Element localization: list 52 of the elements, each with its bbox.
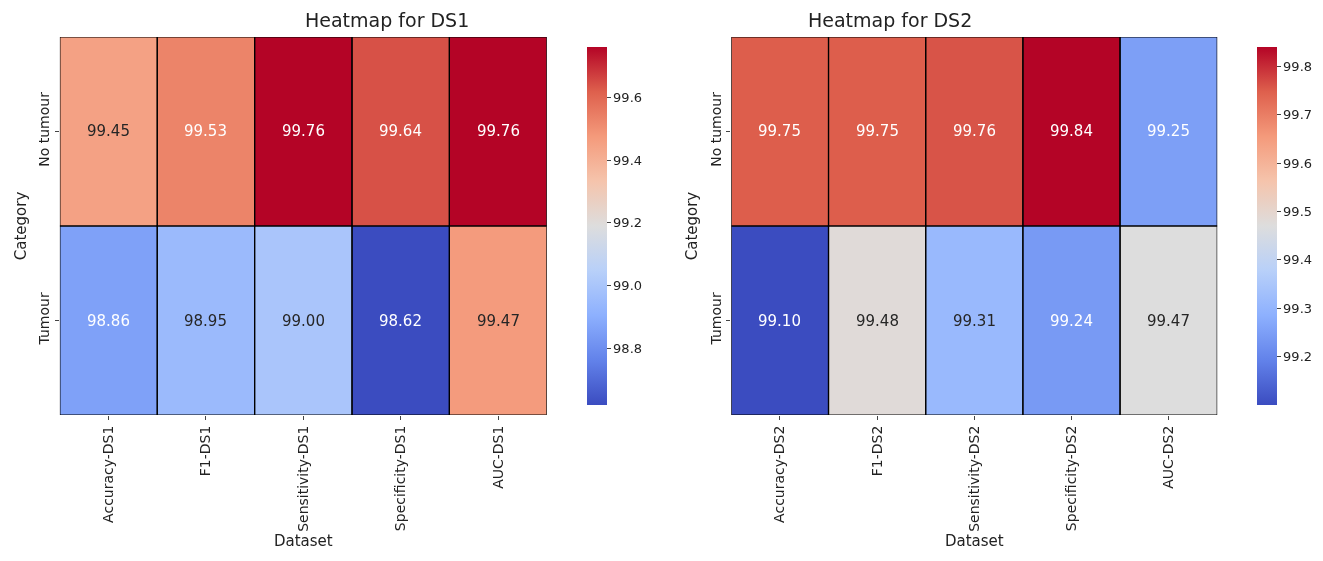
- x-tick-label: AUC-DS1: [489, 425, 506, 489]
- y-tick-label: Tumour: [36, 292, 53, 346]
- color-bar-label: 99.4: [613, 152, 643, 168]
- chart-title: Heatmap for DS2: [808, 9, 973, 31]
- data-label: 99.45: [87, 122, 130, 140]
- data-label: 99.47: [477, 312, 520, 330]
- color-bar-label: 99.2: [613, 215, 643, 231]
- x-axis-title: Dataset: [273, 531, 333, 550]
- data-label: 98.95: [184, 312, 227, 330]
- color-bar-label: 99.8: [1283, 58, 1313, 74]
- data-label: 99.47: [1147, 312, 1190, 330]
- color-bar-label: 99.2: [1283, 349, 1313, 365]
- x-tick-label: Sensitivity-DS1: [294, 425, 311, 532]
- data-label: 99.64: [379, 122, 422, 140]
- y-tick-label: No tumour: [36, 91, 53, 167]
- y-axis-title: Category: [11, 191, 30, 261]
- x-tick-label: AUC-DS2: [1160, 425, 1177, 489]
- x-axis-title: Dataset: [944, 531, 1004, 550]
- color-bar-label: 99.0: [613, 278, 643, 294]
- y-tick-label: No tumour: [707, 91, 724, 167]
- color-bar-label: 99.5: [1283, 204, 1313, 220]
- data-label: 99.76: [953, 122, 996, 140]
- color-bar-label: 99.3: [1283, 300, 1313, 316]
- x-tick-label: Accuracy-DS1: [100, 425, 117, 523]
- x-tick-label: Accuracy-DS2: [771, 425, 788, 523]
- data-label: 99.00: [282, 312, 325, 330]
- x-tick-label: F1-DS1: [197, 425, 214, 477]
- data-label: 98.86: [87, 312, 130, 330]
- data-label: 98.62: [379, 312, 422, 330]
- data-label: 99.25: [1147, 122, 1190, 140]
- y-tick-label: Tumour: [707, 292, 724, 346]
- data-label: 99.10: [758, 312, 801, 330]
- color-bar-label: 99.6: [1283, 155, 1313, 171]
- x-tick-label: Sensitivity-DS2: [965, 425, 982, 532]
- color-bar-label: 99.4: [1283, 252, 1313, 268]
- x-tick-label: F1-DS2: [868, 425, 885, 477]
- data-label: 99.76: [282, 122, 325, 140]
- data-label: 99.84: [1050, 122, 1093, 140]
- data-label: 99.76: [477, 122, 520, 140]
- data-label: 99.75: [856, 122, 899, 140]
- y-axis-title: Category: [682, 191, 701, 261]
- color-bar-label: 99.6: [613, 89, 643, 105]
- x-tick-label: Specificity-DS1: [392, 425, 409, 532]
- color-bar-label: 98.8: [613, 341, 643, 357]
- data-label: 99.31: [953, 312, 996, 330]
- data-label: 99.48: [856, 312, 899, 330]
- data-label: 99.53: [184, 122, 227, 140]
- chart-title: Heatmap for DS1: [305, 9, 470, 31]
- data-label: 99.24: [1050, 312, 1093, 330]
- data-label: 99.75: [758, 122, 801, 140]
- x-tick-label: Specificity-DS2: [1063, 425, 1080, 532]
- color-bar-label: 99.7: [1283, 107, 1313, 123]
